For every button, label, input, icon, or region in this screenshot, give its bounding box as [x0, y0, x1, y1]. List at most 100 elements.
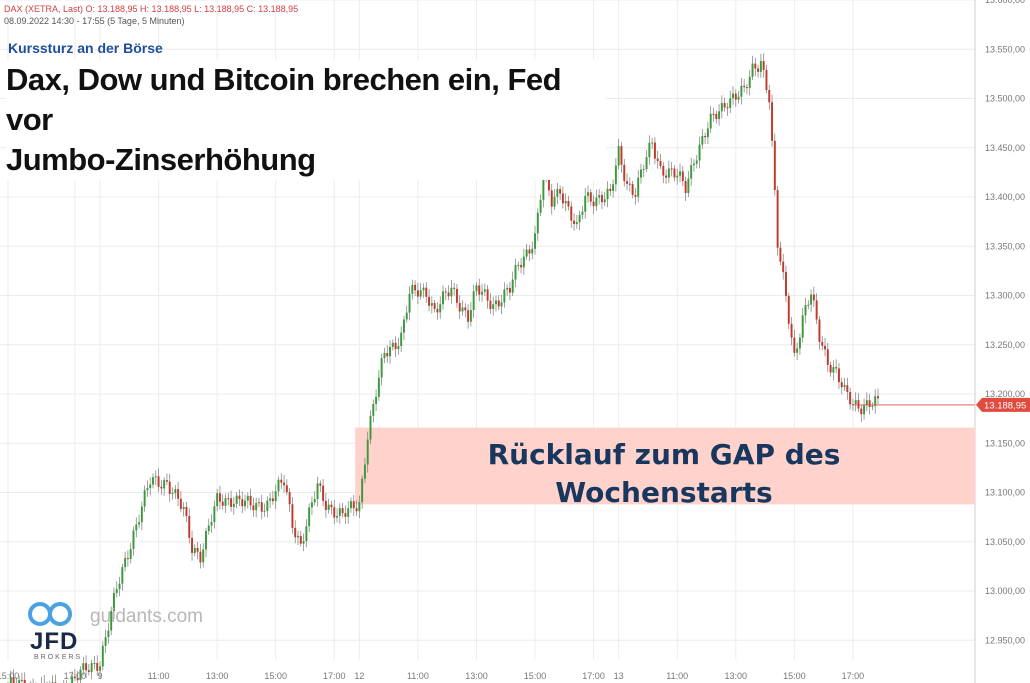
- x-tick-label: 17:00: [64, 671, 87, 681]
- candle-body: [193, 547, 196, 553]
- candle-body: [132, 530, 135, 549]
- candle-body: [637, 177, 640, 197]
- candle-body: [450, 287, 453, 297]
- candle-body: [238, 495, 241, 500]
- candle-body: [790, 323, 793, 338]
- y-tick-label: 13.450,00: [985, 143, 1025, 153]
- candle-body: [216, 493, 219, 507]
- candle-body: [849, 391, 852, 405]
- candle-body: [723, 103, 726, 108]
- candle-body: [227, 498, 230, 500]
- candle-body: [863, 404, 866, 415]
- candle-body: [447, 292, 450, 297]
- candle-body: [112, 592, 115, 611]
- candle-body: [202, 549, 205, 563]
- candle-body: [20, 679, 23, 681]
- candle-body: [584, 195, 587, 212]
- x-tick-label: 17:00: [842, 671, 865, 681]
- price-axis: 12.950,00 13.000,00 13.050,00 13.100,00 13.1…: [985, 0, 1025, 645]
- candle-body: [333, 507, 336, 518]
- candle-body: [430, 303, 433, 306]
- candle-body: [846, 385, 849, 392]
- candle-body: [439, 304, 442, 313]
- instrument-info: DAX (XETRA, Last) O: 13.188,95 H: 13.188…: [4, 4, 299, 14]
- candle-body: [497, 300, 500, 307]
- broker-logo: JFD: [30, 628, 79, 655]
- candle-body: [492, 304, 495, 309]
- candle-body: [748, 76, 751, 88]
- candle-body: [556, 189, 559, 197]
- candle-body: [191, 537, 194, 553]
- candle-body: [213, 506, 216, 523]
- candle-body: [375, 396, 378, 404]
- candle-body: [687, 178, 690, 194]
- candle-body: [199, 551, 202, 563]
- candle-body: [715, 113, 718, 119]
- candle-body: [821, 341, 824, 346]
- candle-body: [224, 498, 227, 506]
- candle-body: [366, 439, 369, 465]
- candle-body: [542, 175, 545, 200]
- candle-body: [244, 500, 246, 507]
- candle-body: [165, 480, 168, 482]
- candle-body: [288, 492, 291, 505]
- candle-body: [163, 480, 166, 489]
- candle-body: [648, 142, 651, 158]
- candle-body: [294, 527, 297, 538]
- candle-body: [135, 524, 138, 531]
- candle-body: [765, 69, 768, 91]
- candle-body: [174, 489, 177, 494]
- candle-body: [87, 670, 90, 672]
- candle-body: [252, 505, 255, 511]
- candle-body: [840, 382, 843, 388]
- candle-body: [547, 175, 550, 191]
- x-tick-label: 13: [614, 671, 624, 681]
- candle-body: [776, 189, 779, 248]
- y-tick-label: 13.250,00: [985, 340, 1025, 350]
- candle-body: [461, 307, 464, 312]
- candle-body: [874, 396, 877, 406]
- candle-body: [188, 515, 191, 538]
- candle-body: [653, 142, 656, 159]
- candle-body: [277, 479, 280, 492]
- candle-body: [743, 85, 746, 88]
- candle-body: [495, 300, 497, 305]
- candle-body: [804, 305, 807, 316]
- candle-body: [85, 663, 88, 671]
- candle-body: [107, 630, 110, 638]
- candle-body: [138, 522, 141, 525]
- candle-body: [372, 403, 375, 416]
- candle-body: [118, 583, 121, 590]
- candle-body: [280, 479, 283, 483]
- candle-body: [177, 489, 180, 499]
- candle-body: [818, 319, 821, 342]
- candle-body: [305, 526, 308, 542]
- candle-body: [536, 212, 539, 234]
- candle-body: [283, 482, 286, 486]
- watermark: guidants.com: [90, 606, 204, 627]
- candle-body: [553, 196, 556, 207]
- candle-body: [570, 206, 573, 221]
- candle-body: [149, 484, 152, 489]
- candle-body: [740, 85, 743, 97]
- candle-body: [157, 476, 160, 487]
- candle-body: [12, 677, 15, 683]
- candle-body: [324, 500, 327, 510]
- candle-body: [757, 68, 760, 72]
- candle-body: [207, 525, 210, 532]
- y-tick-label: 13.000,00: [985, 586, 1025, 596]
- x-tick-label: 12: [354, 671, 364, 681]
- candle-body: [338, 508, 341, 517]
- candle-body: [631, 184, 634, 195]
- candle-body: [810, 294, 813, 305]
- candle-body: [428, 296, 431, 306]
- candle-body: [205, 531, 207, 550]
- candle-body: [732, 93, 734, 99]
- candle-body: [587, 192, 589, 196]
- candle-body: [341, 508, 344, 514]
- candle-body: [609, 188, 612, 192]
- candle-body: [196, 547, 199, 552]
- x-tick-label: 11:00: [407, 671, 429, 681]
- candle-body: [706, 128, 709, 138]
- candle-body: [539, 199, 542, 213]
